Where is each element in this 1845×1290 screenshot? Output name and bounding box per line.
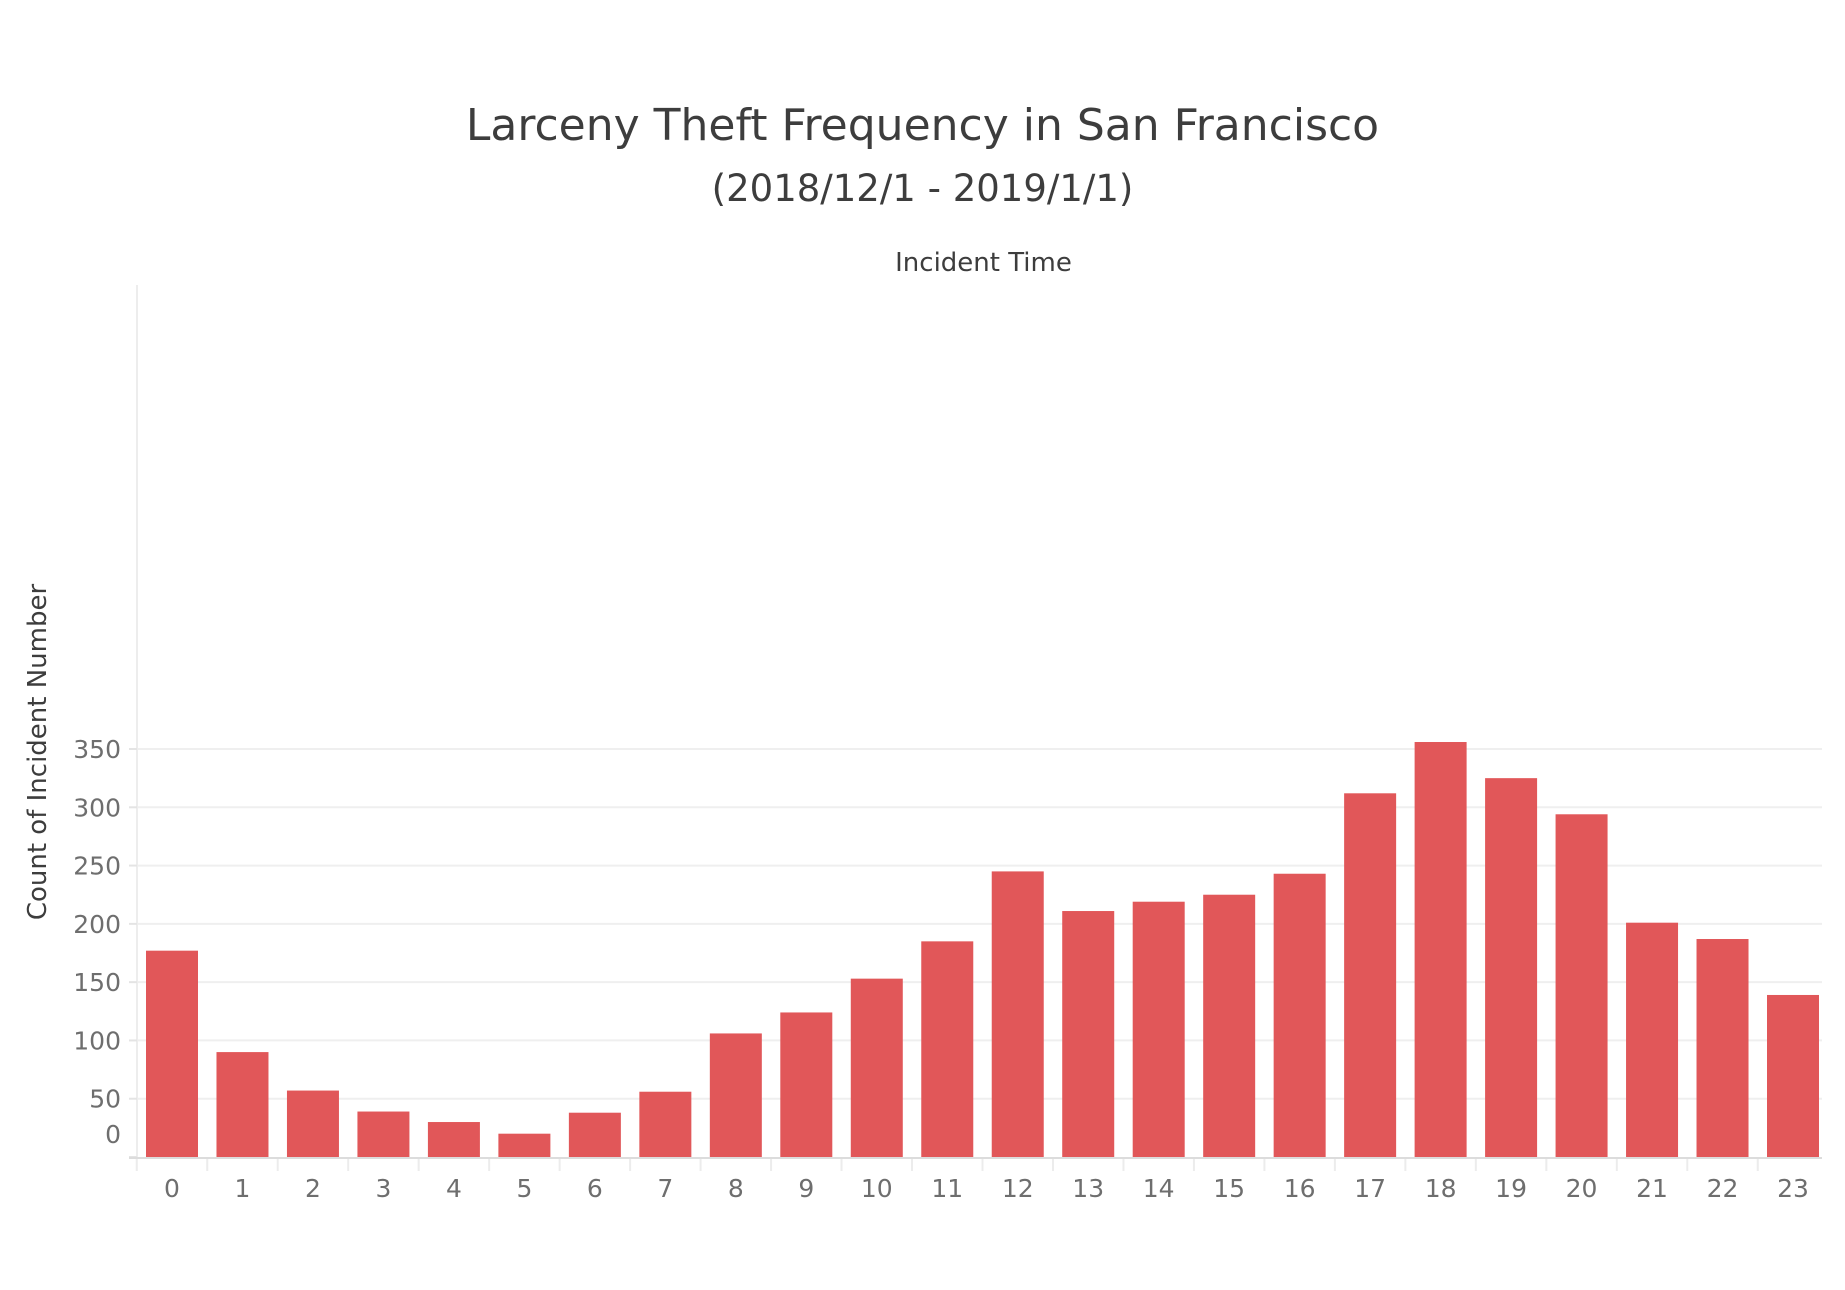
- x-tick-label: 5: [516, 1174, 532, 1203]
- x-tick-label: 23: [1777, 1174, 1809, 1203]
- bar: [1273, 873, 1326, 1157]
- bar: [427, 1122, 480, 1157]
- y-tick-label: 100: [73, 1026, 121, 1055]
- bar: [146, 950, 198, 1157]
- x-tick-label: 8: [728, 1174, 744, 1203]
- y-tick-label: 350: [73, 735, 121, 764]
- x-tick-label: 13: [1072, 1174, 1104, 1203]
- x-tick-label: 2: [305, 1174, 321, 1203]
- chart-subtitle: (2018/12/1 - 2019/1/1): [711, 167, 1134, 210]
- bar: [709, 1033, 762, 1157]
- x-tick-label: 14: [1143, 1174, 1175, 1203]
- y-tick-label: 50: [89, 1085, 121, 1114]
- y-tick-label: 200: [73, 910, 121, 939]
- y-tick-label: 0: [105, 1120, 121, 1149]
- bar: [639, 1091, 692, 1157]
- y-axis-label: Count of Incident Number: [23, 584, 53, 921]
- y-tick-label: 150: [73, 968, 121, 997]
- bar: [1132, 901, 1185, 1157]
- gridlines: [137, 748, 1822, 1100]
- x-tick-label: 18: [1425, 1174, 1457, 1203]
- bar: [1062, 911, 1115, 1157]
- bar: [850, 978, 903, 1157]
- x-tick-label: 20: [1566, 1174, 1598, 1203]
- bar: [1626, 922, 1679, 1157]
- bar: [1203, 894, 1256, 1157]
- y-tick-label: 300: [73, 793, 121, 822]
- bar: [780, 1012, 833, 1157]
- bar: [357, 1111, 410, 1157]
- x-tick-label: 16: [1284, 1174, 1316, 1203]
- x-tick-label: 6: [587, 1174, 603, 1203]
- x-tick-label: 3: [375, 1174, 391, 1203]
- x-tick-label: 12: [1002, 1174, 1034, 1203]
- bar: [568, 1112, 621, 1157]
- y-tick-label: 250: [73, 852, 121, 881]
- x-tick-label: 10: [861, 1174, 893, 1203]
- bar: [1696, 939, 1749, 1157]
- chart-title: Larceny Theft Frequency in San Francisco: [465, 100, 1380, 151]
- x-tick-label: 17: [1354, 1174, 1386, 1203]
- x-tick-label: 9: [798, 1174, 814, 1203]
- x-tick-label: 19: [1495, 1174, 1527, 1203]
- x-tick-label: 7: [657, 1174, 673, 1203]
- bar: [991, 871, 1044, 1157]
- bar: [1414, 742, 1467, 1157]
- bar: [286, 1090, 339, 1157]
- bar: [1344, 793, 1397, 1157]
- bar: [1767, 994, 1819, 1157]
- x-tick-label: 4: [446, 1174, 462, 1203]
- bar: [498, 1133, 551, 1157]
- x-tick-label: 0: [164, 1174, 180, 1203]
- x-tick-label: 11: [931, 1174, 963, 1203]
- bars: [146, 742, 1819, 1157]
- bar: [921, 941, 974, 1157]
- bar: [216, 1052, 269, 1157]
- bar: [1485, 778, 1538, 1157]
- x-tick-label: 15: [1213, 1174, 1245, 1203]
- x-tick-label: 1: [235, 1174, 251, 1203]
- x-axis-label: Incident Time: [895, 248, 1072, 278]
- x-tick-label: 21: [1636, 1174, 1668, 1203]
- x-tick-label: 22: [1707, 1174, 1739, 1203]
- bar: [1555, 814, 1608, 1157]
